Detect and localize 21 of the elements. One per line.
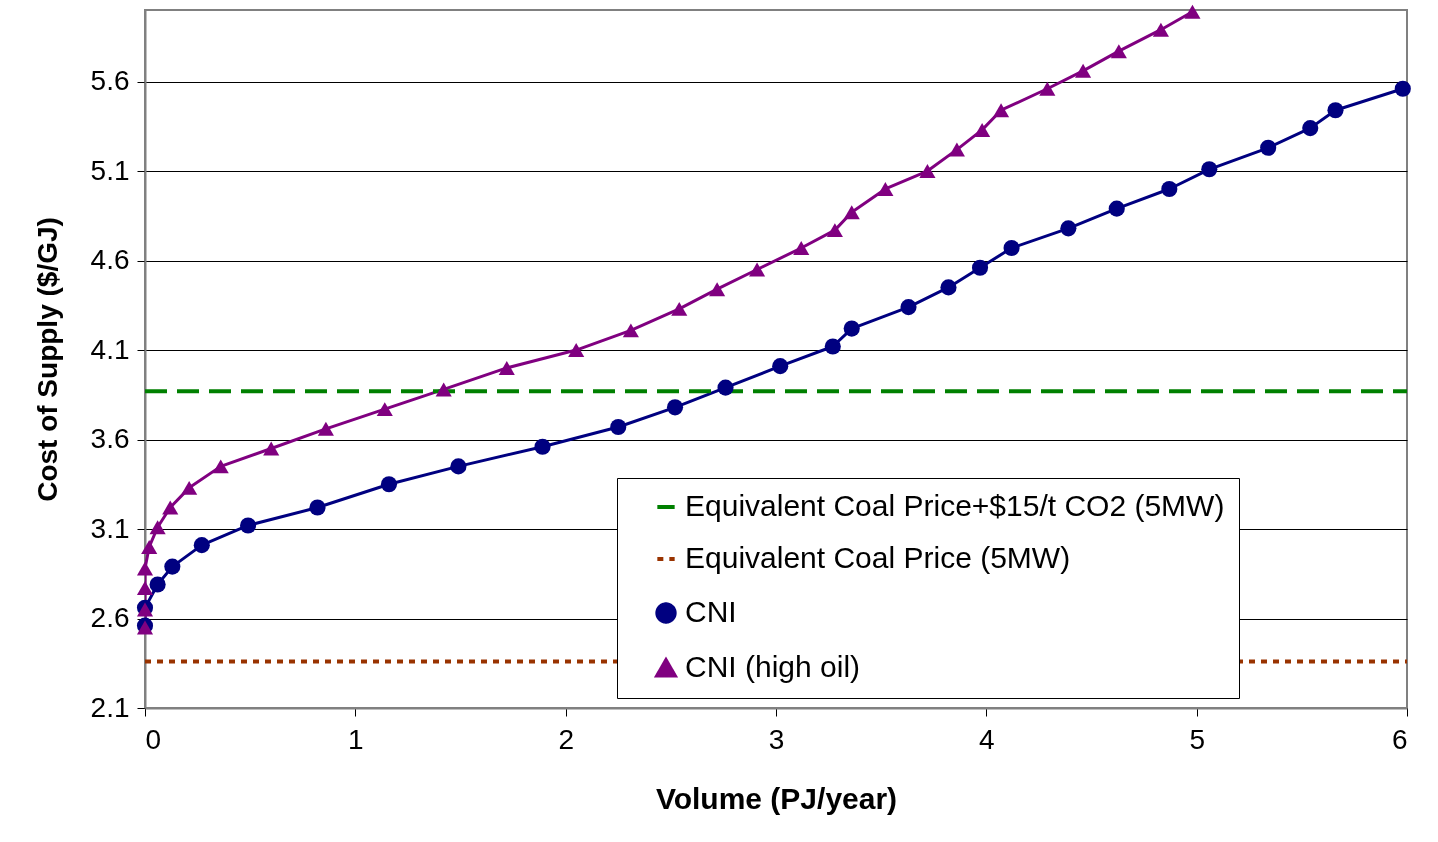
y-axis-title: Cost of Supply ($/GJ) [31,217,63,502]
x-tick-label: 1 [348,723,364,755]
x-tick-label: 2 [558,723,574,755]
y-tick-label: 3.6 [90,423,130,455]
x-tick-label: 3 [768,723,785,755]
legend-label: CNI [685,595,737,628]
y-tick-label: 5.1 [90,154,130,186]
legend-label: Equivalent Coal Price+$15/t CO2 (5MW) [685,489,1225,522]
y-tick-label: 4.6 [90,244,130,276]
y-tick-label: 3.1 [90,512,130,544]
y-tick-label: 2.1 [90,691,130,723]
x-tick-label: 5 [1189,723,1205,755]
x-tick-label: 6 [1391,723,1408,755]
legend-label: CNI (high oil) [685,650,861,683]
y-tick-label: 2.6 [90,602,130,634]
y-tick-label: 5.6 [90,65,130,97]
legend-label: Equivalent Coal Price (5MW) [685,541,1071,574]
x-tick-label: 4 [979,723,995,755]
x-tick-label: 0 [145,723,162,755]
y-tick-label: 4.1 [90,333,130,365]
x-axis-title: Volume (PJ/year) [655,781,898,815]
